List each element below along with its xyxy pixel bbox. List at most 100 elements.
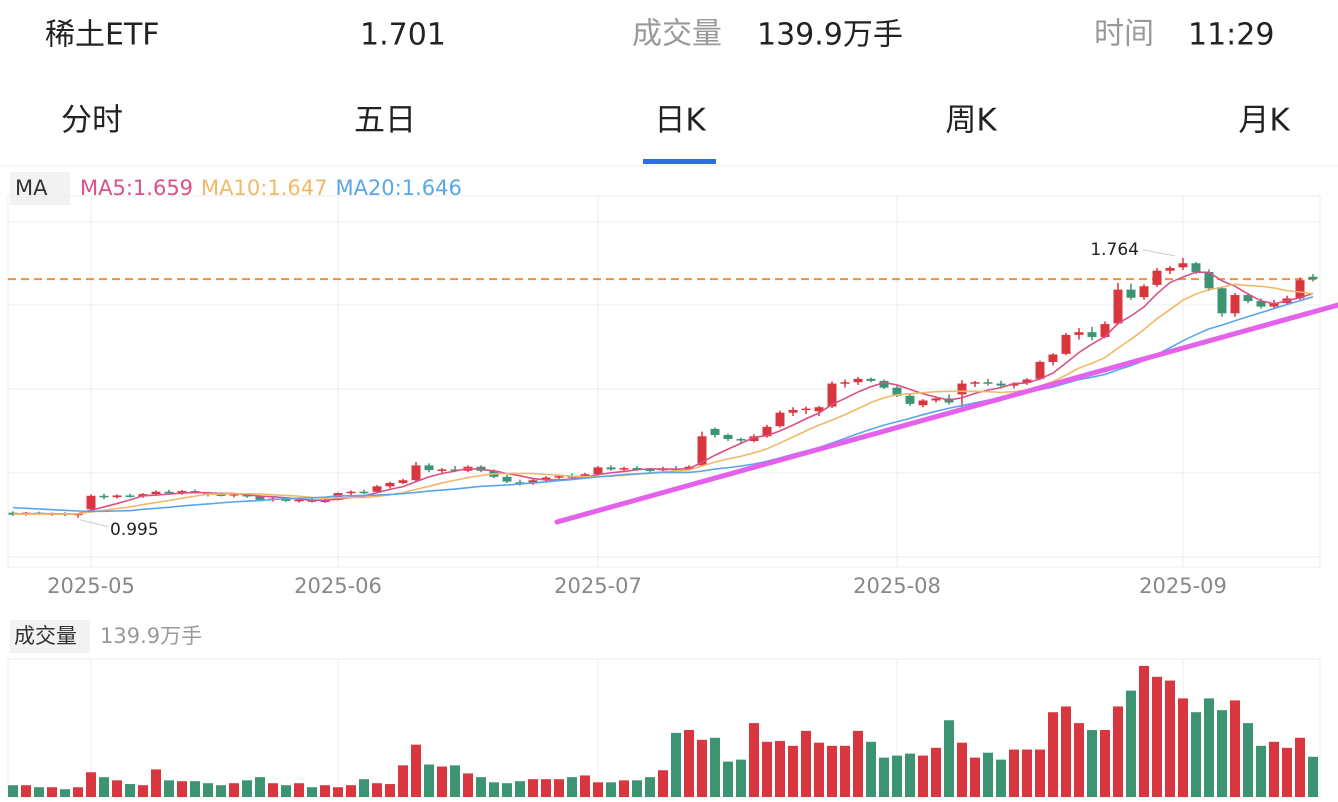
candle-body [606, 467, 616, 470]
volume-text: 139.9万手 [100, 624, 202, 648]
volume-bar [840, 745, 850, 797]
volume-bar [879, 757, 889, 797]
volume-bar [1009, 749, 1019, 797]
candle-body [879, 380, 889, 388]
candle-body [125, 495, 135, 497]
candle-body [1113, 289, 1123, 324]
candle-body [164, 491, 174, 494]
candle-body [99, 495, 109, 498]
volume-bar [1061, 706, 1071, 797]
volume-bar [229, 783, 239, 797]
candle-body [1217, 288, 1227, 314]
volume-bar [619, 780, 629, 797]
plot-frame [7, 195, 1321, 568]
volume-bar [645, 777, 655, 797]
tab[interactable]: 月K [1238, 103, 1290, 139]
tab[interactable]: 周K [945, 103, 997, 139]
candle-body [1100, 324, 1110, 337]
volume-bar [1256, 745, 1266, 797]
volume-bar [1048, 712, 1058, 797]
candle-body [151, 491, 161, 495]
volume-bar [190, 781, 200, 797]
candle-body [1178, 263, 1188, 268]
volume-bar [827, 745, 837, 797]
volume-bar [918, 755, 928, 797]
candle-body [346, 491, 356, 494]
candle-body [697, 436, 707, 466]
candle-body [359, 491, 369, 494]
volume-bar [762, 741, 772, 797]
tab[interactable]: 日K [654, 103, 706, 139]
volume-bar [424, 764, 434, 797]
candle-body [1230, 295, 1240, 314]
tab[interactable]: 分时 [61, 103, 123, 139]
x-tick-label: 2025-08 [853, 574, 941, 598]
volume-bar [1178, 698, 1188, 797]
volume-bar [502, 783, 512, 797]
ma-line [12, 295, 1314, 513]
candle-body [1295, 280, 1305, 299]
volume-bar [333, 787, 343, 797]
volume-bar [528, 779, 538, 797]
time-label: 时间 [1094, 17, 1154, 52]
volume-bar [515, 781, 525, 797]
annotation: 0.995 [110, 520, 159, 540]
candle-body [619, 468, 629, 470]
volume-bar [1191, 712, 1201, 797]
volume-bar [216, 785, 226, 797]
annotation: 1.764 [1090, 240, 1139, 260]
annotation-leader [1142, 249, 1176, 257]
candle-body [1009, 383, 1019, 386]
volume-bar [1100, 730, 1110, 797]
candle-body [866, 378, 876, 381]
volume-bar [398, 765, 408, 797]
volume-bar [281, 785, 291, 797]
volume-bar [788, 745, 798, 797]
volume-bar [60, 789, 70, 797]
volume-bar [957, 742, 967, 797]
candle-body [723, 434, 733, 440]
volume-bar [476, 777, 486, 797]
candle-body [385, 482, 395, 487]
volume-bar [112, 780, 122, 797]
volume-bar [801, 730, 811, 797]
volume-bar [1165, 680, 1175, 797]
candle-body [1308, 276, 1318, 280]
candle-body [645, 469, 655, 471]
candle-body [424, 465, 434, 471]
volume-bar [437, 766, 447, 797]
volume-title-box [10, 620, 90, 653]
volume-bar [853, 730, 863, 797]
x-tick-label: 2025-05 [47, 574, 135, 598]
candle-body [892, 387, 902, 396]
volume-bar [73, 787, 83, 797]
candle-body [1022, 379, 1032, 383]
volume-bar [1087, 730, 1097, 797]
legend-box [10, 172, 70, 205]
volume-bar [203, 783, 213, 797]
candle-body [957, 383, 967, 395]
tab[interactable]: 五日 [354, 103, 416, 139]
candle-body [1035, 361, 1045, 379]
candle-body [749, 436, 759, 442]
candle-body [632, 468, 642, 470]
candle-body [281, 498, 291, 501]
candle-body [411, 465, 421, 481]
candle-body [1126, 289, 1136, 298]
candle-body [1243, 295, 1253, 302]
volume-bar [684, 730, 694, 797]
candle-body [593, 467, 603, 475]
volume-bar [86, 772, 96, 797]
candle-body [294, 499, 304, 502]
volume-bar [944, 720, 954, 797]
volume-label: 成交量 [632, 17, 722, 52]
volume-bar [1269, 741, 1279, 797]
volume-bar [554, 779, 564, 797]
volume-bar [307, 787, 317, 797]
candle-body [1165, 268, 1175, 271]
volume-bar [385, 784, 395, 797]
volume-bar [567, 777, 577, 797]
volume-bar [541, 779, 551, 797]
volume-bar [294, 783, 304, 797]
volume-bar [1308, 756, 1318, 797]
